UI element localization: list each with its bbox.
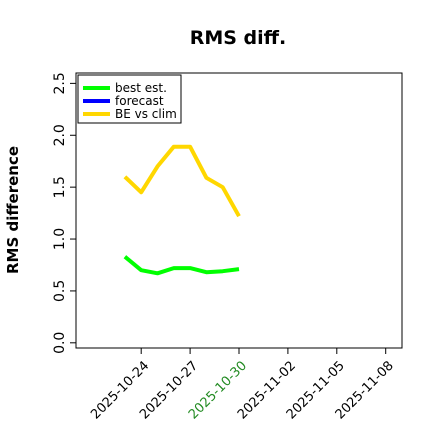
x-axis: 2025-10-242025-10-272025-10-302025-11-02…: [88, 348, 397, 422]
legend-label-1: forecast: [115, 94, 164, 108]
series-line-2: [123, 144, 241, 218]
legend-label-2: BE vs clim: [115, 107, 177, 121]
series-line-0: [123, 255, 240, 276]
y-tick-label: 2.5: [52, 72, 68, 94]
y-tick-label: 2.0: [52, 124, 68, 146]
y-tick-label: 1.0: [52, 228, 68, 250]
legend-label-0: best est.: [115, 81, 167, 95]
y-axis: 0.0 0.5 1.0 1.5 2.0 2.5: [52, 72, 76, 354]
series-layer: [123, 144, 241, 276]
y-axis-label: RMS difference: [4, 146, 22, 274]
y-tick-label: 0.0: [52, 332, 68, 354]
chart-title: RMS diff.: [190, 27, 287, 49]
y-tick-label: 1.5: [52, 176, 68, 198]
y-tick-label: 0.5: [52, 280, 68, 302]
